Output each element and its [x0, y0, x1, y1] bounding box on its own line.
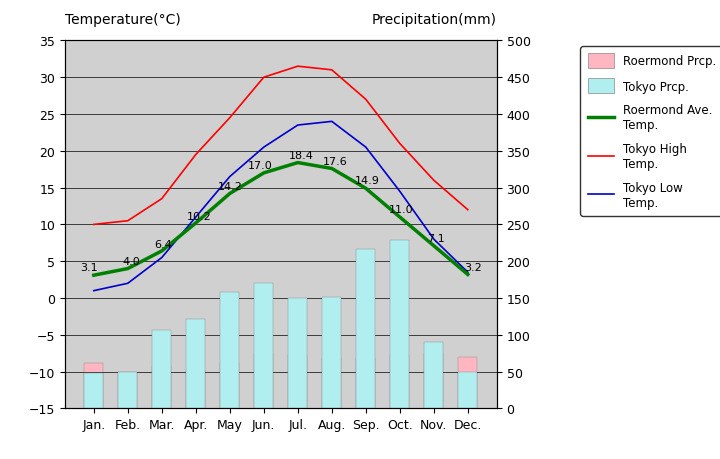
Bar — [118, 373, 137, 409]
Bar — [220, 292, 239, 409]
Text: 14.9: 14.9 — [355, 176, 380, 186]
Text: 6.4: 6.4 — [155, 239, 172, 249]
Text: 14.2: 14.2 — [217, 181, 242, 191]
Bar — [153, 330, 171, 409]
Bar — [84, 363, 103, 409]
Bar — [186, 370, 205, 409]
Legend: Roermond Prcp., Tokyo Prcp., Roermond Ave.
Temp., Tokyo High
Temp., Tokyo Low
Te: Roermond Prcp., Tokyo Prcp., Roermond Av… — [580, 47, 720, 216]
Bar — [425, 342, 444, 409]
Bar — [390, 356, 409, 409]
Bar — [186, 319, 205, 409]
Text: 7.1: 7.1 — [427, 233, 444, 243]
Bar — [254, 353, 273, 409]
Bar — [84, 373, 103, 409]
Bar — [390, 241, 409, 409]
Bar — [254, 284, 273, 409]
Bar — [323, 297, 341, 409]
Bar — [356, 249, 375, 409]
Bar — [356, 358, 375, 409]
Bar — [323, 358, 341, 409]
Text: Temperature(°C): Temperature(°C) — [65, 13, 181, 27]
Text: 10.2: 10.2 — [186, 211, 212, 221]
Bar — [425, 353, 444, 409]
Text: 17.0: 17.0 — [248, 161, 273, 171]
Text: 11.0: 11.0 — [390, 205, 414, 215]
Text: 3.1: 3.1 — [80, 263, 97, 273]
Text: 17.6: 17.6 — [323, 157, 348, 167]
Bar — [153, 366, 171, 409]
Bar — [220, 363, 239, 409]
Text: 4.0: 4.0 — [122, 257, 140, 267]
Text: 3.2: 3.2 — [464, 263, 482, 273]
Text: Precipitation(mm): Precipitation(mm) — [372, 13, 497, 27]
Bar — [459, 357, 477, 409]
Bar — [289, 356, 307, 409]
Bar — [459, 372, 477, 409]
Bar — [118, 372, 137, 409]
Bar — [289, 298, 307, 409]
Text: 18.4: 18.4 — [289, 151, 314, 161]
